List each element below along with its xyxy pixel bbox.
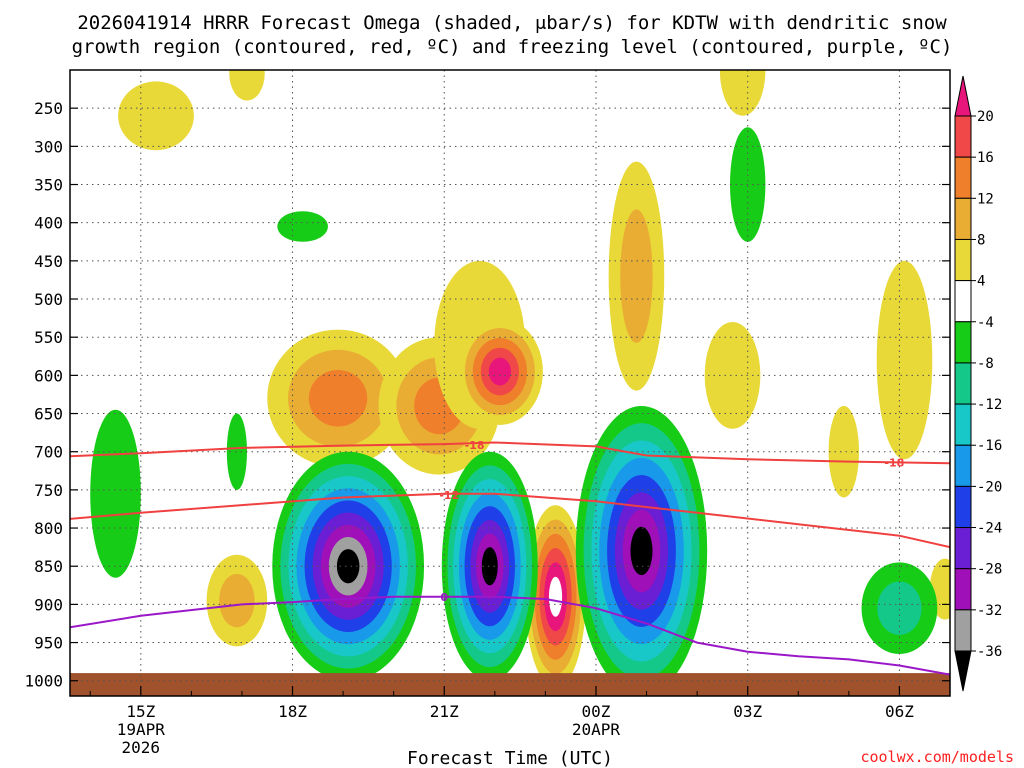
omega-region-4-level-3: [308, 369, 368, 427]
gridlines: [70, 70, 950, 696]
ytick-label-250: 250: [34, 99, 63, 118]
xtick-year-15Z: 2026: [122, 738, 161, 757]
colorbar-bin-10: [954, 485, 972, 529]
colorbar-label-4: 4: [977, 274, 985, 290]
ground-surface: [70, 673, 950, 696]
ytick-label-450: 450: [34, 252, 63, 271]
colorbar-label-7: -12: [977, 397, 1002, 413]
xtick-date-00Z: 20APR: [572, 720, 621, 739]
chart-title-line-2: growth region (contoured, red, ºC) and f…: [72, 36, 953, 58]
colorbar-bin-6: [954, 321, 972, 364]
temperature-contours: [70, 441, 950, 676]
colorbar-label-10: -24: [977, 521, 1002, 537]
xtick-label-18Z: 18Z: [278, 702, 307, 721]
omega-region-0-level-1: [118, 81, 194, 151]
contour-line-0: [70, 441, 950, 465]
omega-region-8-level-2: [620, 209, 653, 343]
xtick-label-03Z: 03Z: [733, 702, 762, 721]
omega-region-21-level-8: [630, 526, 653, 576]
colorbar-bin-12: [954, 568, 972, 611]
omega-region-15-level-1: [226, 413, 247, 490]
ytick-label-1000: 1000: [24, 672, 63, 691]
colorbar-label-8: -16: [977, 438, 1002, 454]
colorbar-label-9: -20: [977, 479, 1002, 495]
ytick-label-900: 900: [34, 595, 63, 614]
colorbar-bin-1: [954, 115, 972, 158]
xtick-date-15Z: 19APR: [117, 720, 166, 739]
ytick-label-700: 700: [34, 443, 63, 462]
colorbar-bin-11: [954, 527, 972, 570]
colorbar-label-5: -4: [977, 315, 994, 331]
ytick-label-550: 550: [34, 328, 63, 347]
plot-frame: [69, 69, 951, 697]
omega-region-1-level-1: [229, 70, 265, 101]
ytick-label-650: 650: [34, 405, 63, 424]
omega-region-11-level-1: [828, 405, 859, 498]
colorbar-bin-7: [954, 362, 972, 405]
contour-line-2: [70, 595, 950, 676]
colorbar-label-3: 8: [977, 232, 985, 248]
colorbar-bin-8: [954, 403, 972, 446]
colorbar-bottom-arrow: [954, 650, 972, 692]
contour-label-0-1: -18: [884, 456, 904, 469]
contour-label-0-0: -18: [465, 439, 485, 452]
chart-title-line-1: 2026041914 HRRR Forecast Omega (shaded, …: [77, 12, 947, 34]
omega-region-3-level-2: [219, 573, 255, 628]
omega-region-20-level-8: [481, 547, 498, 586]
xtick-label-06Z: 06Z: [885, 702, 914, 721]
colorbar-label-0: 20: [977, 109, 994, 125]
ytick-label-800: 800: [34, 519, 63, 538]
credit-text: coolwx.com/models: [860, 748, 1014, 766]
omega-region-9-level-1: [704, 321, 761, 429]
colorbar-bin-13: [954, 609, 972, 652]
ytick-label-400: 400: [34, 214, 63, 233]
ytick-label-600: 600: [34, 366, 63, 385]
colorbar: 20 16 12 8 4 -4 -8 -12 -16 -20 -24 -28 -32 -36: [954, 75, 1002, 692]
colorbar-label-13: -36: [977, 644, 1002, 660]
contour-labels: -18 -18 -12 0: [439, 439, 904, 604]
omega-region-10-level-1: [876, 260, 933, 460]
contour-line-1: [70, 492, 950, 549]
colorbar-bin-2: [954, 156, 972, 199]
ytick-label-350: 350: [34, 176, 63, 195]
ytick-label-950: 950: [34, 634, 63, 653]
omega-shading: [70, 70, 950, 696]
colorbar-label-12: -32: [977, 603, 1002, 619]
colorbar-bin-3: [954, 197, 972, 240]
xtick-label-15Z: 15Z: [126, 702, 155, 721]
omega-region-13-level-6: [548, 576, 563, 617]
omega-region-16-level-1: [277, 211, 328, 242]
omega-region-7-level-5: [488, 357, 511, 386]
ytick-label-850: 850: [34, 557, 63, 576]
ytick-label-500: 500: [34, 290, 63, 309]
omega-region-2-level-1: [719, 70, 766, 116]
xtick-label-00Z: 00Z: [582, 702, 611, 721]
ytick-label-750: 750: [34, 481, 63, 500]
xtick-label-21Z: 21Z: [430, 702, 459, 721]
colorbar-label-11: -28: [977, 562, 1002, 578]
contour-label-1-0: -12: [439, 489, 459, 502]
x-axis-label: Forecast Time (UTC): [407, 748, 613, 768]
omega-region-19-level-9: [336, 549, 360, 584]
omega-region-14-level-1: [90, 409, 141, 578]
colorbar-label-6: -8: [977, 356, 994, 372]
colorbar-bin-5: [954, 280, 972, 323]
y-axis: 250 300 350 400 450 500 550 600 650 700 750 800 850 9…: [24, 99, 950, 691]
colorbar-label-2: 12: [977, 191, 994, 207]
colorbar-bin-4: [954, 238, 972, 282]
colorbar-label-1: 16: [977, 150, 994, 166]
ytick-label-300: 300: [34, 137, 63, 156]
omega-region-18-level-2: [877, 581, 922, 635]
colorbar-bin-9: [954, 444, 972, 487]
contour-label-2-0: 0: [440, 591, 448, 604]
colorbar-top-arrow: [954, 75, 972, 117]
